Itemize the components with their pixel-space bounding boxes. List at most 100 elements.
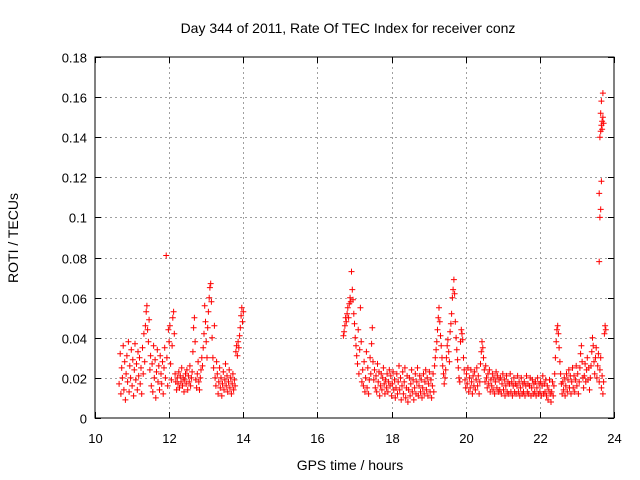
data-point — [122, 396, 129, 403]
data-point — [353, 342, 359, 349]
data-point — [499, 370, 506, 377]
data-point — [375, 378, 382, 385]
data-point — [405, 386, 412, 393]
data-point — [228, 390, 235, 397]
data-point — [145, 338, 152, 345]
data-point — [123, 370, 130, 377]
data-point — [394, 390, 401, 397]
data-point — [475, 372, 482, 379]
data-point — [152, 394, 159, 401]
data-point — [134, 386, 141, 393]
data-point — [235, 344, 242, 351]
data-point — [452, 318, 459, 325]
data-point — [367, 354, 374, 361]
data-point — [360, 382, 367, 389]
data-point — [226, 366, 233, 373]
data-point — [407, 392, 414, 399]
data-point — [218, 374, 224, 381]
data-point — [531, 388, 538, 395]
data-point — [344, 304, 351, 311]
data-point — [186, 362, 193, 369]
data-point — [380, 364, 387, 371]
data-point — [562, 382, 569, 389]
data-point — [461, 366, 468, 373]
data-point — [491, 390, 498, 397]
data-point — [211, 322, 218, 329]
data-point — [476, 378, 483, 385]
data-point — [175, 368, 182, 375]
data-point — [206, 294, 213, 301]
data-point — [556, 344, 563, 351]
data-point — [591, 370, 598, 377]
data-point — [497, 374, 504, 381]
data-point — [588, 362, 594, 369]
data-point — [407, 380, 414, 387]
data-point — [565, 376, 571, 383]
data-point — [357, 304, 364, 311]
data-point — [170, 308, 177, 315]
data-point — [178, 364, 185, 371]
data-point — [146, 316, 153, 323]
data-point — [206, 284, 213, 291]
data-point — [356, 346, 363, 353]
data-point — [345, 314, 352, 321]
data-point — [453, 346, 460, 353]
data-point — [564, 388, 571, 395]
data-point — [576, 378, 583, 385]
data-point — [597, 206, 604, 213]
data-point — [444, 336, 451, 343]
data-point — [481, 366, 488, 373]
data-point — [406, 374, 413, 381]
data-point — [537, 378, 544, 385]
data-point — [553, 338, 560, 345]
data-point — [594, 362, 601, 369]
data-point — [158, 370, 164, 377]
data-point — [227, 374, 234, 381]
data-point — [404, 399, 411, 405]
data-point — [467, 384, 474, 391]
data-point — [456, 374, 462, 381]
data-point — [189, 368, 196, 375]
data-point — [238, 312, 245, 319]
data-point — [434, 326, 441, 333]
data-point — [199, 362, 206, 369]
data-point — [205, 308, 212, 315]
data-point — [464, 380, 471, 387]
data-point — [412, 370, 419, 377]
data-point — [459, 330, 465, 337]
data-point — [508, 378, 515, 385]
data-point — [239, 318, 246, 325]
data-point — [140, 370, 147, 377]
data-point — [593, 344, 600, 351]
data-point — [417, 388, 424, 395]
data-point — [137, 380, 144, 387]
data-point — [355, 326, 362, 333]
data-point — [416, 372, 423, 379]
data-point — [408, 366, 415, 373]
data-point — [436, 304, 442, 311]
data-point — [442, 366, 449, 373]
data-point — [216, 364, 223, 371]
data-point — [184, 386, 191, 393]
data-point — [363, 348, 370, 355]
data-point — [196, 386, 203, 393]
data-point — [344, 310, 351, 317]
data-point — [165, 326, 172, 333]
data-point — [200, 344, 207, 351]
data-point — [213, 358, 220, 365]
data-point — [490, 386, 497, 393]
data-point — [400, 390, 407, 397]
data-point — [414, 364, 421, 371]
data-point — [441, 380, 448, 387]
data-point — [220, 368, 227, 375]
data-point — [188, 374, 195, 381]
data-point — [574, 370, 581, 377]
data-point — [217, 384, 224, 391]
data-point — [136, 354, 143, 361]
data-point — [156, 386, 163, 393]
data-point — [221, 386, 227, 393]
data-point — [421, 390, 428, 397]
data-point — [395, 378, 402, 385]
data-point — [556, 358, 563, 365]
data-point — [509, 392, 516, 399]
